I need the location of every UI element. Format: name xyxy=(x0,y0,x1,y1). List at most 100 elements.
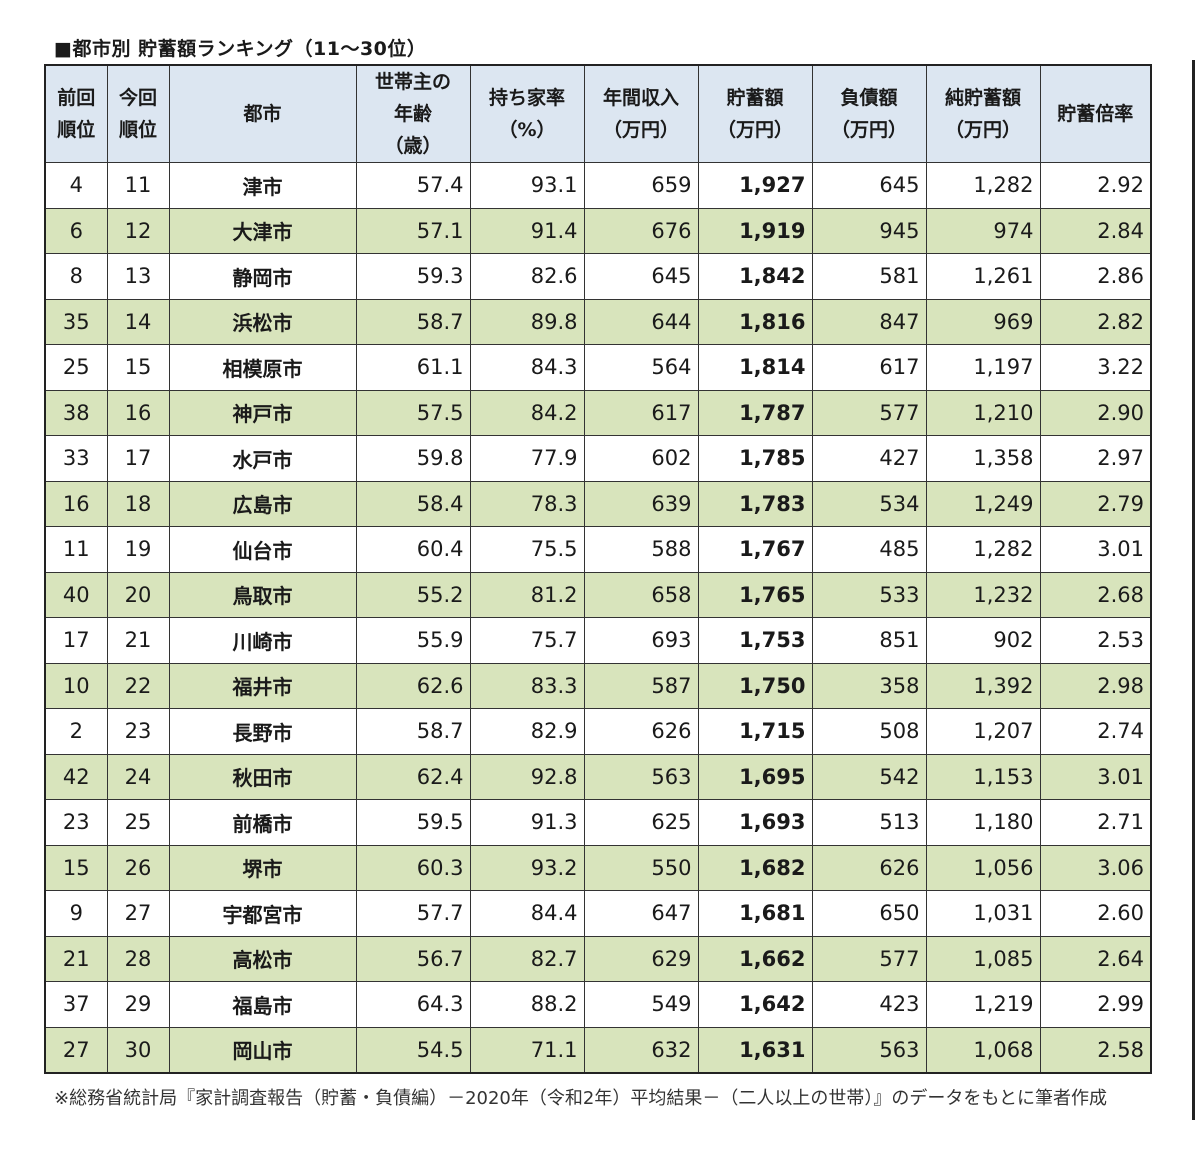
cell-homeownership: 75.7 xyxy=(469,617,585,664)
cell-debt: 650 xyxy=(811,890,927,937)
cell-net-savings: 1,282 xyxy=(925,526,1041,573)
cell-current-rank: 17 xyxy=(106,435,170,482)
cell-savings: 1,814 xyxy=(697,344,813,391)
cell-annual-income: 647 xyxy=(583,890,699,937)
cell-current-rank: 27 xyxy=(106,890,170,937)
header-previous-rank: 前回 順位 xyxy=(44,64,108,163)
cell-current-rank: 20 xyxy=(106,571,170,618)
cell-net-savings: 1,358 xyxy=(925,435,1041,482)
header-net-savings: 純貯蓄額 （万円） xyxy=(925,64,1041,163)
cell-annual-income: 632 xyxy=(583,1026,699,1074)
cell-net-savings: 1,207 xyxy=(925,708,1041,755)
cell-age: 58.4 xyxy=(355,480,471,527)
header-current-rank: 今回 順位 xyxy=(106,64,170,163)
ranking-table: 前回 順位 今回 順位 都市 世帯主の 年齢 （歳） 持ち家率 （%） 年間収入 （万円） 貯蓄額 （万円… xyxy=(44,64,1152,1074)
cell-age: 59.3 xyxy=(355,253,471,300)
cell-age: 57.1 xyxy=(355,207,471,254)
cell-homeownership: 91.3 xyxy=(469,799,585,846)
cell-net-savings: 1,282 xyxy=(925,162,1041,209)
cell-age: 60.4 xyxy=(355,526,471,573)
table-row: 37 29 福島市 64.3 88.2 549 1,642 423 1,219 2.99 xyxy=(44,981,1152,1028)
cell-annual-income: 659 xyxy=(583,162,699,209)
cell-savings-ratio: 2.58 xyxy=(1039,1026,1152,1074)
cell-savings-ratio: 3.22 xyxy=(1039,344,1152,391)
cell-city: 広島市 xyxy=(168,480,357,527)
cell-previous-rank: 6 xyxy=(44,207,108,254)
cell-savings-ratio: 2.64 xyxy=(1039,935,1152,982)
cell-city: 静岡市 xyxy=(168,253,357,300)
cell-city: 高松市 xyxy=(168,935,357,982)
cell-net-savings: 1,031 xyxy=(925,890,1041,937)
source-note: ※総務省統計局『家計調査報告（貯蓄・負債編）－2020年（令和2年）平均結果－（… xyxy=(54,1088,1107,1109)
table-row: 6 12 大津市 57.1 91.4 676 1,919 945 974 2.84 xyxy=(44,207,1152,254)
cell-age: 55.2 xyxy=(355,571,471,618)
cell-homeownership: 75.5 xyxy=(469,526,585,573)
cell-annual-income: 587 xyxy=(583,662,699,709)
cell-city: 水戸市 xyxy=(168,435,357,482)
cell-previous-rank: 4 xyxy=(44,162,108,209)
cell-current-rank: 24 xyxy=(106,753,170,800)
cell-net-savings: 1,249 xyxy=(925,480,1041,527)
cell-city: 岡山市 xyxy=(168,1026,357,1074)
cell-debt: 617 xyxy=(811,344,927,391)
table-row: 16 18 広島市 58.4 78.3 639 1,783 534 1,249 2.79 xyxy=(44,480,1152,527)
cell-previous-rank: 9 xyxy=(44,890,108,937)
table-row: 38 16 神戸市 57.5 84.2 617 1,787 577 1,210 2.90 xyxy=(44,389,1152,436)
cell-annual-income: 626 xyxy=(583,708,699,755)
cell-city: 津市 xyxy=(168,162,357,209)
cell-city: 仙台市 xyxy=(168,526,357,573)
cell-savings: 1,785 xyxy=(697,435,813,482)
cell-net-savings: 1,219 xyxy=(925,981,1041,1028)
cell-net-savings: 1,180 xyxy=(925,799,1041,846)
cell-savings: 1,787 xyxy=(697,389,813,436)
cell-net-savings: 1,232 xyxy=(925,571,1041,618)
cell-net-savings: 1,261 xyxy=(925,253,1041,300)
cell-debt: 358 xyxy=(811,662,927,709)
cell-debt: 542 xyxy=(811,753,927,800)
cell-previous-rank: 33 xyxy=(44,435,108,482)
cell-debt: 945 xyxy=(811,207,927,254)
cell-net-savings: 1,197 xyxy=(925,344,1041,391)
table-row: 11 19 仙台市 60.4 75.5 588 1,767 485 1,282 3.01 xyxy=(44,526,1152,573)
cell-savings-ratio: 2.53 xyxy=(1039,617,1152,664)
table-row: 40 20 鳥取市 55.2 81.2 658 1,765 533 1,232 2.68 xyxy=(44,571,1152,618)
cell-savings-ratio: 2.99 xyxy=(1039,981,1152,1028)
cell-savings: 1,753 xyxy=(697,617,813,664)
cell-homeownership: 81.2 xyxy=(469,571,585,618)
cell-debt: 563 xyxy=(811,1026,927,1074)
header-homeownership: 持ち家率 （%） xyxy=(469,64,585,163)
cell-savings: 1,919 xyxy=(697,207,813,254)
table-row: 25 15 相模原市 61.1 84.3 564 1,814 617 1,197 3.22 xyxy=(44,344,1152,391)
cell-homeownership: 93.2 xyxy=(469,844,585,891)
cell-net-savings: 902 xyxy=(925,617,1041,664)
cell-net-savings: 1,056 xyxy=(925,844,1041,891)
cell-age: 62.6 xyxy=(355,662,471,709)
cell-savings: 1,927 xyxy=(697,162,813,209)
cell-age: 60.3 xyxy=(355,844,471,891)
cell-savings: 1,695 xyxy=(697,753,813,800)
table-row: 33 17 水戸市 59.8 77.9 602 1,785 427 1,358 2.97 xyxy=(44,435,1152,482)
cell-debt: 847 xyxy=(811,298,927,345)
cell-homeownership: 92.8 xyxy=(469,753,585,800)
cell-city: 長野市 xyxy=(168,708,357,755)
cell-city: 宇都宮市 xyxy=(168,890,357,937)
cell-annual-income: 563 xyxy=(583,753,699,800)
table-row: 2 23 長野市 58.7 82.9 626 1,715 508 1,207 2.74 xyxy=(44,708,1152,755)
cell-debt: 423 xyxy=(811,981,927,1028)
cell-previous-rank: 40 xyxy=(44,571,108,618)
cell-savings-ratio: 2.97 xyxy=(1039,435,1152,482)
header-age: 世帯主の 年齢 （歳） xyxy=(355,64,471,163)
cell-annual-income: 645 xyxy=(583,253,699,300)
cell-homeownership: 89.8 xyxy=(469,298,585,345)
table-row: 35 14 浜松市 58.7 89.8 644 1,816 847 969 2.82 xyxy=(44,298,1152,345)
cell-savings-ratio: 3.01 xyxy=(1039,753,1152,800)
cell-homeownership: 71.1 xyxy=(469,1026,585,1074)
cell-current-rank: 23 xyxy=(106,708,170,755)
cell-net-savings: 1,153 xyxy=(925,753,1041,800)
cell-homeownership: 82.7 xyxy=(469,935,585,982)
cell-city: 大津市 xyxy=(168,207,357,254)
cell-age: 55.9 xyxy=(355,617,471,664)
cell-current-rank: 21 xyxy=(106,617,170,664)
table-row: 42 24 秋田市 62.4 92.8 563 1,695 542 1,153 3.01 xyxy=(44,753,1152,800)
table-body: 4 11 津市 57.4 93.1 659 1,927 645 1,282 2.92 6 12 大津市 5… xyxy=(44,162,1152,1074)
